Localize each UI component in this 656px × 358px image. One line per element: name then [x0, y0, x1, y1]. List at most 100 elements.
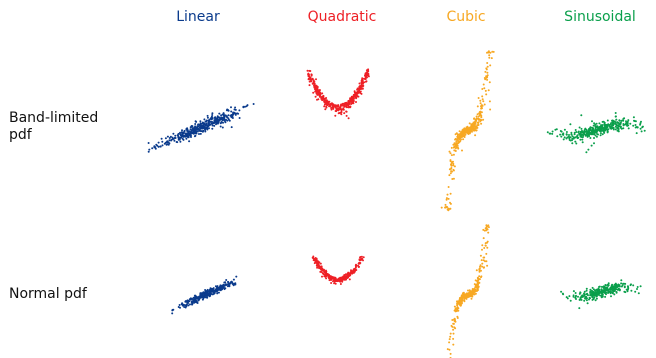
scatter-point: [359, 262, 362, 264]
scatter-point: [359, 90, 362, 93]
scatter-point: [310, 78, 313, 81]
scatter-point: [339, 283, 342, 285]
scatter-point: [326, 272, 328, 275]
scatter-point: [486, 246, 489, 249]
scatter-point: [186, 130, 189, 132]
scatter-point: [233, 108, 236, 111]
scatter-point: [615, 291, 618, 293]
scatter-point: [474, 134, 477, 137]
scatter-point: [185, 305, 188, 308]
scatter-point: [190, 125, 193, 127]
scatter-point: [199, 120, 202, 123]
scatter-point: [588, 132, 591, 135]
scatter-point: [476, 284, 479, 287]
scatter-point: [475, 119, 478, 122]
scatter-point: [599, 132, 602, 135]
scatter-point: [234, 106, 237, 109]
scatter-point: [323, 103, 326, 106]
scatter-point: [580, 114, 583, 117]
scatter-point: [467, 295, 470, 298]
scatter-point: [616, 121, 619, 124]
scatter-point: [604, 295, 607, 298]
scatter-point: [585, 293, 588, 296]
scatter-point: [194, 298, 197, 301]
scatter-point: [182, 303, 185, 306]
scatter-point: [463, 136, 466, 138]
scatter-point: [232, 278, 235, 281]
scatter-point: [334, 114, 337, 117]
scatter-point: [449, 335, 452, 338]
scatter-point: [154, 147, 157, 150]
scatter-point: [574, 136, 577, 139]
scatter-point: [586, 302, 589, 305]
scatter-point: [334, 106, 337, 109]
scatter-point: [464, 129, 467, 132]
scatter-point: [636, 286, 639, 288]
scatter-point: [314, 90, 317, 93]
scatter-point: [449, 352, 452, 355]
scatter-point: [467, 131, 470, 134]
scatter-point: [226, 285, 229, 288]
scatter-point: [570, 133, 573, 136]
scatter-point: [181, 129, 183, 132]
scatter-point: [310, 80, 313, 83]
scatter-point: [452, 328, 455, 331]
scatter-point: [479, 118, 482, 121]
scatter-point: [365, 80, 368, 83]
scatter-point: [600, 285, 603, 288]
scatter-point: [198, 133, 200, 135]
scatter-point: [456, 317, 459, 319]
scatter-point: [625, 120, 627, 123]
scatter-point: [614, 286, 617, 289]
scatter-point: [594, 299, 597, 302]
scatter-point: [348, 278, 351, 281]
scatter-point: [627, 119, 630, 122]
scatter-point: [452, 143, 455, 146]
column-title-quadratic: Quadratic: [307, 9, 377, 25]
scatter-point: [212, 287, 215, 290]
scatter-point: [345, 114, 348, 117]
scatter-point: [576, 134, 579, 137]
scatter-point: [601, 120, 604, 123]
scatter-point: [347, 273, 350, 276]
scatter-point: [606, 128, 609, 131]
scatter-point: [168, 142, 171, 145]
scatter-point: [200, 296, 203, 299]
scatter-point: [480, 114, 483, 117]
scatter-point: [347, 117, 350, 120]
scatter-point: [468, 132, 471, 135]
scatter-point: [459, 297, 462, 300]
scatter-point: [360, 255, 363, 258]
scatter-point: [174, 134, 177, 137]
scatter-point: [210, 121, 212, 123]
scatter-point: [578, 307, 581, 310]
scatter-point: [456, 133, 459, 136]
scatter-point: [629, 122, 632, 125]
scatter-point: [456, 300, 458, 303]
scatter-point: [607, 282, 610, 285]
scatter-point: [607, 284, 610, 287]
scatter-panel-linear-band-limited: [147, 103, 255, 153]
scatter-point: [447, 186, 450, 188]
scatter-point: [476, 288, 479, 291]
scatter-point: [230, 110, 233, 113]
scatter-point: [569, 136, 572, 139]
scatter-point: [310, 73, 313, 76]
scatter-point: [211, 124, 214, 127]
scatter-point: [216, 286, 218, 289]
scatter-point: [480, 106, 483, 109]
scatter-point: [568, 139, 571, 141]
scatter-point: [203, 122, 205, 125]
scatter-point: [571, 137, 574, 140]
scatter-point: [585, 299, 588, 302]
scatter-point: [355, 94, 358, 97]
scatter-point: [600, 124, 602, 127]
scatter-point: [222, 283, 225, 286]
scatter-point: [484, 242, 487, 245]
scatter-point: [643, 129, 646, 132]
scatter-point: [202, 291, 205, 294]
scatter-point: [332, 106, 335, 109]
scatter-point: [345, 273, 348, 276]
scatter-point: [569, 123, 572, 126]
